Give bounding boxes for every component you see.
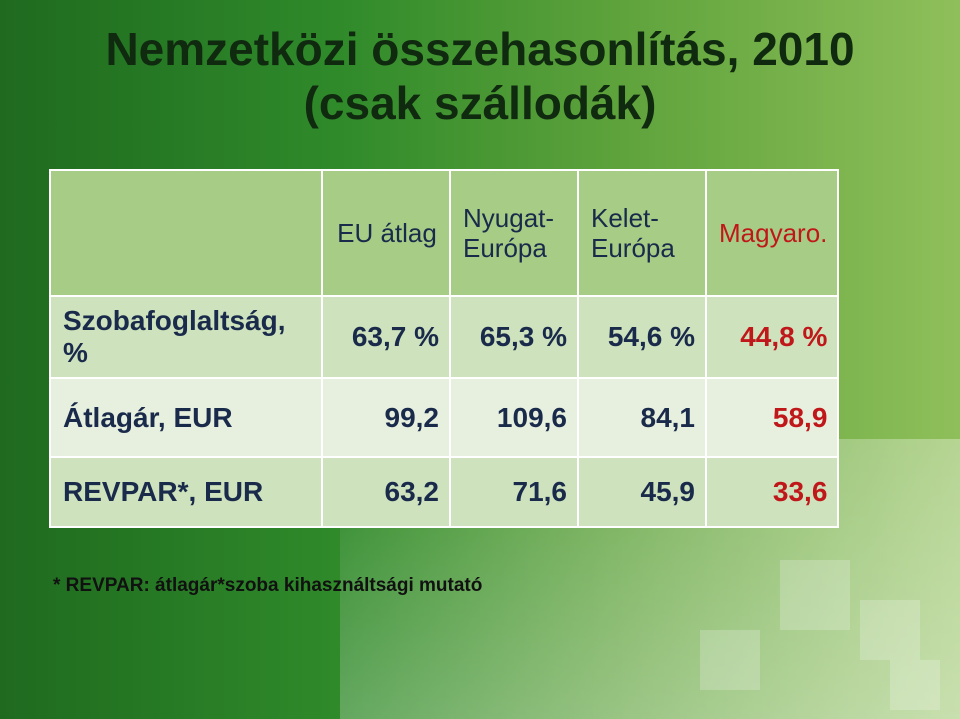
cell-hu: 58,9 xyxy=(704,377,840,458)
header-kelet: Kelet- Európa xyxy=(577,169,707,297)
decorative-square xyxy=(860,600,920,660)
header-empty-cell xyxy=(49,169,323,297)
row-label: Átlagár, EUR xyxy=(49,377,323,458)
header-hu-label: Magyaro. xyxy=(719,218,828,248)
cell-eu: 99,2 xyxy=(321,377,451,458)
header-eu: EU átlag xyxy=(321,169,451,297)
slide-title: Nemzetközi összehasonlítás, 2010 (csak s… xyxy=(0,22,960,130)
row-label: REVPAR*, EUR xyxy=(49,456,323,528)
cell-nyugat: 65,3 % xyxy=(449,295,579,379)
decorative-square xyxy=(780,560,850,630)
row-label: Szobafoglaltság, % xyxy=(49,295,323,379)
header-kelet-line2: Európa xyxy=(591,233,675,263)
header-nyugat-line2: Európa xyxy=(463,233,547,263)
cell-kelet: 84,1 xyxy=(577,377,707,458)
cell-kelet: 54,6 % xyxy=(577,295,707,379)
title-line-2: (csak szállodák) xyxy=(303,77,657,129)
cell-hu: 33,6 xyxy=(704,456,840,528)
comparison-table: EU átlag Nyugat- Európa Kelet- Európa Ma… xyxy=(49,169,840,528)
table-header-row: EU átlag Nyugat- Európa Kelet- Európa Ma… xyxy=(49,169,840,297)
cell-nyugat: 109,6 xyxy=(449,377,579,458)
decorative-square xyxy=(890,660,940,710)
cell-nyugat: 71,6 xyxy=(449,456,579,528)
footnote: * REVPAR: átlagár*szoba kihasználtsági m… xyxy=(53,575,483,596)
cell-hu: 44,8 % xyxy=(704,295,840,379)
header-nyugat: Nyugat- Európa xyxy=(449,169,579,297)
table-row: Átlagár, EUR 99,2 109,6 84,1 58,9 xyxy=(49,377,840,458)
header-eu-label: EU átlag xyxy=(337,218,437,248)
header-kelet-line1: Kelet- xyxy=(591,203,659,233)
table-row: Szobafoglaltság, % 63,7 % 65,3 % 54,6 % … xyxy=(49,295,840,379)
header-nyugat-line1: Nyugat- xyxy=(463,203,555,233)
title-line-1: Nemzetközi összehasonlítás, 2010 xyxy=(105,23,855,75)
cell-kelet: 45,9 xyxy=(577,456,707,528)
cell-eu: 63,2 xyxy=(321,456,451,528)
header-hu: Magyaro. xyxy=(704,169,840,297)
decorative-square xyxy=(700,630,760,690)
cell-eu: 63,7 % xyxy=(321,295,451,379)
table-row: REVPAR*, EUR 63,2 71,6 45,9 33,6 xyxy=(49,456,840,528)
